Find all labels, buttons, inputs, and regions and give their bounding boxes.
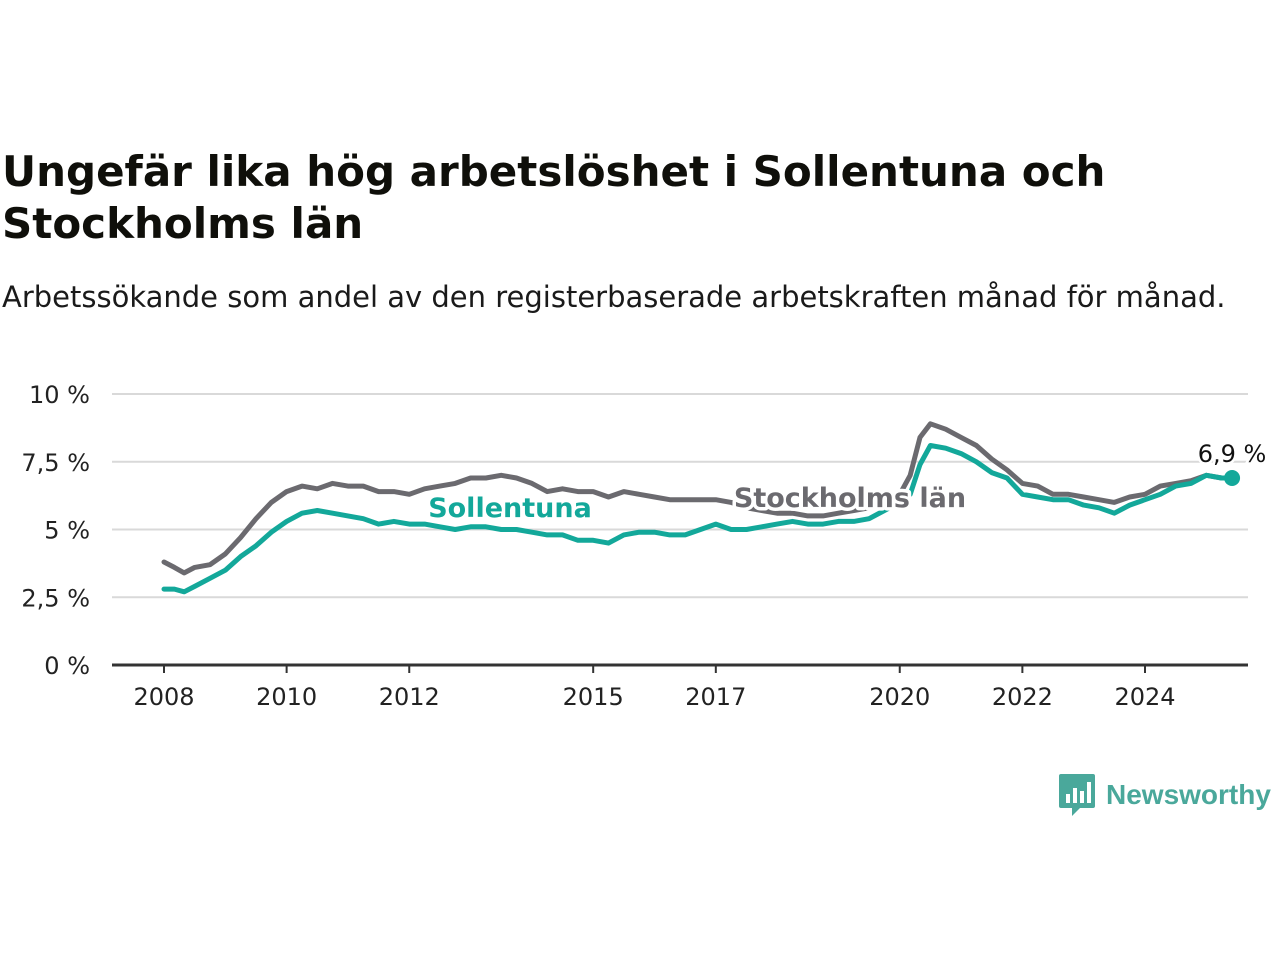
y-tick-label: 0 % (44, 652, 90, 680)
chart-title: Ungefär lika hög arbetslöshet i Sollentu… (2, 147, 1106, 248)
end-point-marker (1224, 470, 1241, 487)
newsworthy-logo: Newsworthy (1058, 770, 1271, 820)
series-lines (161, 421, 1235, 595)
x-tick-label: 2017 (685, 683, 746, 711)
series-label-stockholms-lan: Stockholms län (734, 483, 966, 514)
line-chart: 0 % 2,5 % 5 % 7,5 % 10 % 2008 2010 2012 2015 201… (21, 381, 1269, 711)
end-value-label: 6,9 % (1198, 440, 1267, 468)
x-tick-label: 2010 (256, 683, 317, 711)
series-line-stockholms-lan (161, 421, 1235, 576)
y-tick-label: 5 % (44, 517, 90, 545)
x-tick-label: 2020 (869, 683, 930, 711)
y-tick-label: 7,5 % (21, 449, 90, 477)
chart-subtitle: Arbetssökande som andel av den registerb… (2, 280, 1226, 314)
y-axis-tick-labels: 0 % 2,5 % 5 % 7,5 % 10 % (21, 381, 90, 680)
series-label-sollentuna: Sollentuna (428, 493, 592, 524)
x-tick-label: 2012 (379, 683, 440, 711)
x-axis: 2008 2010 2012 2015 2017 2020 2022 2024 (112, 663, 1248, 711)
y-tick-label: 2,5 % (21, 584, 90, 612)
grid-lines (112, 393, 1248, 599)
x-tick-label: 2008 (133, 683, 194, 711)
x-tick-label: 2022 (992, 683, 1053, 711)
x-tick-label: 2024 (1114, 683, 1175, 711)
x-tick-label: 2015 (563, 683, 624, 711)
series-line-sollentuna (161, 443, 1235, 595)
series-labels: Sollentuna Stockholms län 6,9 % (425, 438, 1269, 528)
y-tick-label: 10 % (29, 381, 90, 409)
bar-chart-speech-bubble-icon (1059, 774, 1095, 816)
brand-name: Newsworthy (1106, 779, 1271, 810)
